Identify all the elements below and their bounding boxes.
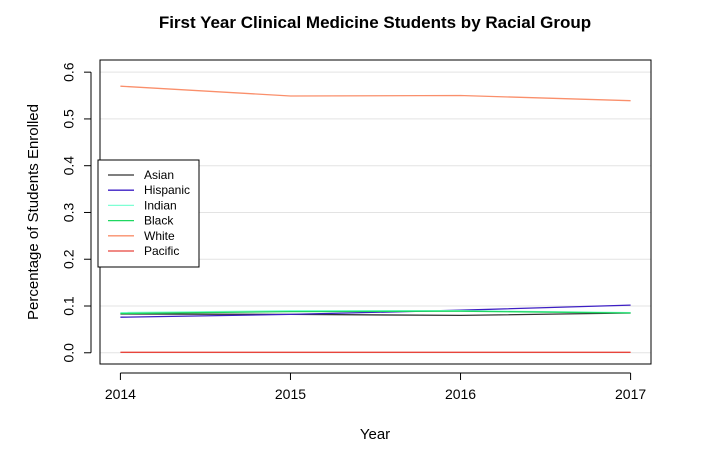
- x-tick-label: 2017: [615, 386, 646, 402]
- x-tick-label: 2014: [105, 386, 136, 402]
- series-line-white: [120, 85, 631, 102]
- y-tick-label: 0.0: [61, 343, 77, 363]
- y-tick-label: 0.4: [61, 156, 77, 176]
- legend-box: [97, 159, 200, 268]
- series-lines: [120, 85, 631, 353]
- legend-label-white: White: [144, 229, 175, 243]
- x-tick-label: 2016: [445, 386, 476, 402]
- y-tick-label: 0.5: [61, 109, 77, 129]
- y-tick-label: 0.6: [61, 62, 77, 82]
- legend-label-pacific: Pacific: [144, 244, 179, 258]
- y-tick-label: 0.3: [61, 203, 77, 223]
- chart-title: First Year Clinical Medicine Students by…: [159, 13, 591, 32]
- legend-label-indian: Indian: [144, 198, 177, 212]
- y-tick-label: 0.1: [61, 296, 77, 316]
- axes: 0.0 0.1 0.2 0.3 0.4 0.5 0.6 2014 2015 2016 2017: [61, 62, 647, 402]
- x-axis-label: Year: [360, 426, 390, 443]
- series-line-asian: [120, 312, 631, 317]
- x-tick-label: 2015: [275, 386, 306, 402]
- legend-label-asian: Asian: [144, 168, 174, 182]
- legend-label-hispanic: Hispanic: [144, 183, 190, 197]
- y-tick-label: 0.2: [61, 249, 77, 269]
- series-line-black: [120, 310, 631, 315]
- y-axis-label: Percentage of Students Enrolled: [25, 104, 42, 320]
- legend-label-black: Black: [144, 214, 174, 228]
- series-line-hispanic: [120, 304, 631, 318]
